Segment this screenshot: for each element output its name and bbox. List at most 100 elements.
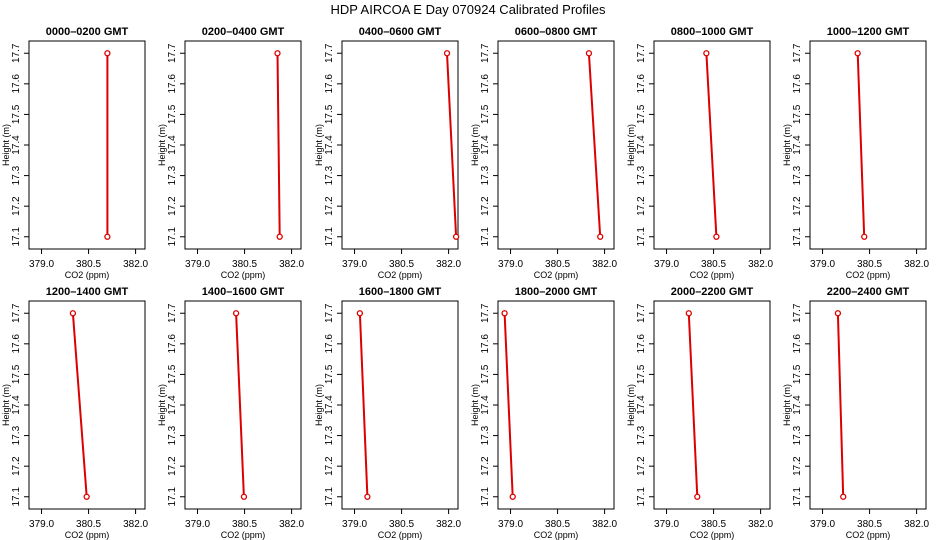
y-tick-label: 17.6 [324, 334, 335, 354]
profile-line [705, 53, 718, 237]
data-point [443, 50, 451, 57]
data-point [861, 233, 868, 240]
profile-line [587, 53, 602, 237]
profile-line [276, 53, 281, 237]
data-point [501, 310, 508, 317]
y-tick-label: 17.1 [324, 487, 335, 507]
x-tick-label: 379.0 [342, 259, 367, 270]
plot-frame [809, 40, 927, 250]
plot-frame [341, 40, 459, 250]
y-axis-label: Height (m) [782, 384, 792, 426]
plot-frame [341, 300, 459, 510]
y-tick-label: 17.4 [11, 135, 22, 155]
plot-frame [28, 40, 146, 250]
x-tick-label: 380.5 [857, 259, 882, 270]
y-tick-label: 17.4 [324, 395, 335, 415]
data-point [585, 50, 593, 57]
x-axis-label: CO2 (ppm) [534, 530, 579, 540]
y-tick-label: 17.7 [792, 43, 803, 63]
panel: 0600–0800 GMT 379.0 380.5 382.0 CO2 (ppm) 17.… [470, 26, 618, 280]
y-tick-label: 17.4 [11, 395, 22, 415]
y-tick-label: 17.3 [480, 165, 491, 185]
x-tick-label: 380.5 [701, 259, 726, 270]
y-tick-label: 17.5 [636, 364, 647, 384]
data-point [276, 233, 283, 240]
profile-line [71, 313, 88, 497]
y-tick-label: 17.4 [167, 135, 178, 155]
x-tick-label: 380.5 [545, 519, 570, 530]
y-tick-label: 17.1 [480, 487, 491, 507]
y-tick-label: 17.6 [167, 334, 178, 354]
y-axis-label: Height (m) [470, 124, 480, 166]
y-tick-label: 17.4 [792, 395, 803, 415]
y-tick-label: 17.4 [480, 135, 491, 155]
panel-title: 0200–0400 GMT [202, 26, 285, 38]
y-axis-label: Height (m) [314, 124, 324, 166]
x-tick-label: 380.5 [701, 519, 726, 530]
x-tick-label: 382.0 [436, 519, 461, 530]
y-tick-label: 17.7 [324, 303, 335, 323]
data-point [83, 493, 90, 500]
y-tick-label: 17.6 [11, 334, 22, 354]
x-axis-label: CO2 (ppm) [846, 530, 891, 540]
data-point [840, 493, 847, 500]
y-tick-label: 17.3 [11, 425, 22, 445]
y-axis-label: Height (m) [314, 384, 324, 426]
profile-line [358, 313, 369, 497]
y-tick-label: 17.2 [324, 196, 335, 216]
plot-frame [653, 300, 771, 510]
y-axis-label: Height (m) [1, 384, 11, 426]
y-tick-label: 17.3 [636, 165, 647, 185]
panel-title: 2000–2200 GMT [671, 286, 754, 298]
panel-title: 1400–1600 GMT [202, 286, 285, 298]
x-axis-label: CO2 (ppm) [221, 270, 266, 280]
panel-title: 0600–0800 GMT [515, 26, 598, 38]
y-tick-label: 17.5 [792, 364, 803, 384]
data-point [232, 310, 240, 317]
x-tick-label: 379.0 [810, 259, 835, 270]
y-axis-label: Height (m) [626, 384, 636, 426]
panel: 1000–1200 GMT 379.0 380.5 382.0 CO2 (ppm) 17.… [782, 26, 930, 280]
plot-frame [809, 300, 927, 510]
y-tick-label: 17.5 [324, 104, 335, 124]
x-axis-label: CO2 (ppm) [378, 530, 423, 540]
y-tick-label: 17.7 [167, 303, 178, 323]
y-tick-label: 17.3 [792, 165, 803, 185]
y-tick-label: 17.2 [480, 456, 491, 476]
x-tick-label: 380.5 [389, 519, 414, 530]
y-axis-label: Height (m) [157, 384, 167, 426]
plot-frame [497, 300, 615, 510]
profile-line [836, 313, 845, 497]
x-tick-label: 382.0 [904, 259, 929, 270]
y-tick-label: 17.7 [11, 43, 22, 63]
x-tick-label: 382.0 [592, 259, 617, 270]
panel: 0200–0400 GMT 379.0 380.5 382.0 CO2 (ppm) 17.… [157, 26, 305, 280]
y-tick-label: 17.6 [792, 334, 803, 354]
x-tick-label: 380.5 [857, 519, 882, 530]
panel-title: 1800–2000 GMT [515, 286, 598, 298]
y-axis-label: Height (m) [470, 384, 480, 426]
figure-title: HDP AIRCOA E Day 070924 Calibrated Profi… [330, 2, 606, 17]
y-tick-label: 17.7 [11, 303, 22, 323]
x-tick-label: 379.0 [185, 259, 210, 270]
x-tick-label: 380.5 [76, 519, 101, 530]
x-axis-label: CO2 (ppm) [690, 530, 735, 540]
y-tick-label: 17.1 [792, 227, 803, 247]
x-tick-label: 379.0 [810, 519, 835, 530]
panel: 0400–0600 GMT 379.0 380.5 382.0 CO2 (ppm) 17.… [314, 26, 462, 280]
x-axis-label: CO2 (ppm) [846, 270, 891, 280]
y-tick-label: 17.4 [792, 135, 803, 155]
panel-title: 0000–0200 GMT [46, 26, 129, 38]
x-tick-label: 382.0 [748, 259, 773, 270]
x-tick-label: 382.0 [123, 259, 148, 270]
y-tick-label: 17.1 [167, 227, 178, 247]
x-axis-label: CO2 (ppm) [534, 270, 579, 280]
y-tick-label: 17.1 [11, 227, 22, 247]
panel: 2000–2200 GMT 379.0 380.5 382.0 CO2 (ppm) 17.… [626, 286, 774, 540]
data-point [356, 310, 364, 317]
x-axis-label: CO2 (ppm) [221, 530, 266, 540]
panel-title: 0400–0600 GMT [359, 26, 442, 38]
y-tick-label: 17.2 [11, 196, 22, 216]
data-point [854, 50, 861, 57]
x-tick-label: 379.0 [29, 519, 54, 530]
